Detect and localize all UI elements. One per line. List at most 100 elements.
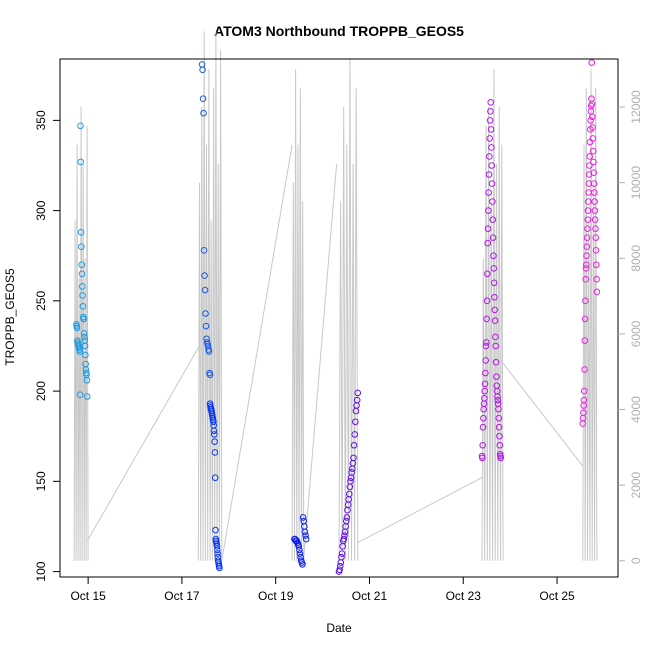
data-point <box>580 387 588 395</box>
data-point <box>78 243 85 251</box>
data-point <box>580 396 588 404</box>
data-point <box>588 59 596 66</box>
data-point <box>77 228 85 236</box>
data-point <box>486 135 494 142</box>
data-point <box>591 216 599 223</box>
data-point <box>589 147 597 155</box>
data-point <box>493 373 500 380</box>
data-point <box>82 351 89 359</box>
data-point <box>587 117 594 124</box>
data-point <box>487 126 495 133</box>
x-axis-label: Date <box>326 621 352 635</box>
data-point <box>593 261 600 269</box>
data-point <box>589 113 596 121</box>
data-point <box>584 207 592 214</box>
data-point <box>487 99 495 106</box>
data-point <box>581 366 588 373</box>
data-point <box>352 418 359 426</box>
data-point <box>484 225 492 232</box>
data-point <box>338 553 345 561</box>
data-point <box>497 454 505 462</box>
line-connector <box>357 477 483 544</box>
data-point <box>213 543 221 550</box>
data-point <box>341 532 348 539</box>
data-point <box>486 117 494 124</box>
data-point <box>210 431 218 438</box>
data-point <box>485 189 493 196</box>
data-point <box>491 293 498 301</box>
data-point <box>354 389 362 397</box>
data-point <box>482 369 489 377</box>
line-connector <box>303 163 338 558</box>
data-point <box>492 358 500 366</box>
x-tick-label: Oct 15 <box>70 589 106 603</box>
y-tick-label: 300 <box>34 200 48 220</box>
data-point <box>590 169 598 177</box>
point-layer <box>73 59 601 575</box>
data-point <box>302 532 309 539</box>
y2-tick-label: 8000 <box>629 245 643 272</box>
data-point <box>296 550 304 557</box>
data-point <box>490 279 498 287</box>
line-flight-profile <box>481 69 504 561</box>
data-point <box>336 566 343 574</box>
data-point <box>589 124 596 131</box>
data-point <box>592 225 599 232</box>
data-point <box>593 288 601 296</box>
data-point <box>302 535 310 543</box>
data-point <box>489 216 497 223</box>
axes-layer: Oct 15 Oct 17 Oct 19 Oct 21 Oct 23 Oct 25 100 1… <box>34 58 643 603</box>
x-tick-label: Oct 25 <box>539 589 575 603</box>
data-point <box>485 207 492 214</box>
data-point <box>81 342 89 350</box>
data-point <box>584 198 592 205</box>
line-flight-profile <box>291 69 305 561</box>
plot-frame <box>59 58 619 578</box>
data-point <box>483 297 491 305</box>
data-point <box>201 272 208 279</box>
x-tick-label: Oct 21 <box>352 589 388 603</box>
data-point <box>353 396 361 404</box>
data-point <box>488 162 496 169</box>
data-point <box>296 546 303 554</box>
data-point <box>78 261 85 269</box>
data-point <box>589 135 597 142</box>
data-point <box>212 526 219 534</box>
data-point <box>583 234 591 241</box>
data-point <box>588 100 596 108</box>
data-point <box>488 144 495 151</box>
y2-tick-label: 2000 <box>629 471 643 498</box>
data-point <box>350 441 358 449</box>
data-point <box>351 431 359 438</box>
line-flight-profile <box>197 31 223 561</box>
data-point <box>582 275 590 283</box>
data-point <box>590 158 597 166</box>
line-layer <box>73 31 598 561</box>
data-point <box>482 357 490 364</box>
line-connector <box>500 360 584 467</box>
data-point <box>489 198 496 205</box>
data-point <box>340 535 348 543</box>
x-tick-label: Oct 17 <box>164 589 200 603</box>
data-point <box>214 550 221 557</box>
data-point <box>496 432 503 440</box>
data-point <box>479 423 487 431</box>
data-point <box>582 297 589 305</box>
data-point <box>482 342 490 350</box>
data-point <box>582 261 590 269</box>
y2-tick-label: 6000 <box>629 320 643 347</box>
data-point <box>210 418 217 426</box>
data-point <box>495 405 502 413</box>
y-axis-label: TROPPB_GEOS5 <box>3 268 17 366</box>
data-point <box>199 95 207 103</box>
data-point <box>584 216 592 223</box>
data-point <box>490 252 497 260</box>
data-point <box>491 317 499 325</box>
y-tick-label: 150 <box>34 471 48 491</box>
data-point <box>76 391 84 399</box>
line-connector <box>221 144 293 561</box>
data-point <box>347 478 354 485</box>
data-point <box>581 315 589 323</box>
